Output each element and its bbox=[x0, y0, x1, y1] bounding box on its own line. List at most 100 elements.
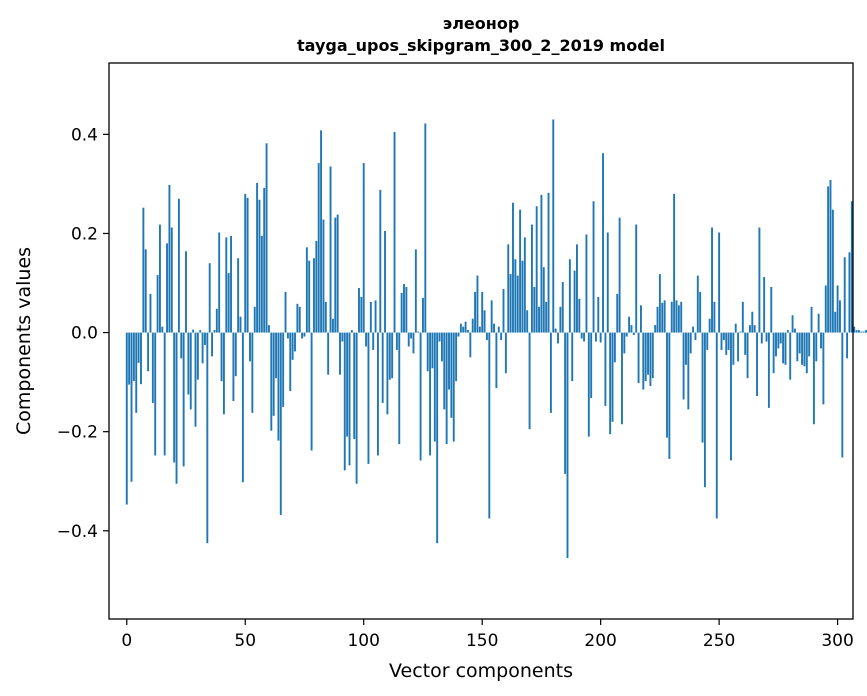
bar bbox=[249, 332, 251, 362]
bar bbox=[611, 332, 614, 422]
bar bbox=[213, 330, 216, 333]
bar bbox=[372, 332, 375, 350]
bar bbox=[630, 325, 633, 333]
y-tick-label: −0.2 bbox=[57, 423, 98, 443]
bar bbox=[632, 332, 635, 336]
bar bbox=[275, 332, 277, 379]
bar bbox=[822, 332, 825, 405]
bar bbox=[448, 332, 450, 390]
bar bbox=[658, 274, 661, 333]
bar bbox=[500, 332, 503, 341]
bar bbox=[649, 332, 652, 387]
bar bbox=[376, 332, 379, 456]
bar bbox=[718, 232, 721, 333]
bar bbox=[808, 332, 811, 357]
bar bbox=[751, 311, 754, 333]
bar bbox=[817, 313, 820, 333]
bar bbox=[597, 296, 600, 333]
bar bbox=[805, 332, 808, 374]
bar bbox=[398, 332, 401, 445]
bar bbox=[502, 288, 505, 333]
bar bbox=[533, 286, 536, 333]
bar bbox=[234, 332, 237, 377]
bar bbox=[305, 247, 308, 333]
bar bbox=[730, 332, 732, 461]
bar bbox=[208, 263, 211, 333]
bar bbox=[687, 332, 690, 410]
bar bbox=[469, 332, 472, 358]
bar bbox=[689, 332, 692, 354]
bar bbox=[559, 306, 562, 333]
bar bbox=[412, 332, 415, 354]
bar bbox=[789, 332, 792, 380]
bar bbox=[156, 275, 159, 333]
bar bbox=[568, 259, 571, 333]
bar bbox=[180, 332, 183, 359]
bar bbox=[270, 332, 273, 431]
bar bbox=[514, 259, 517, 333]
bar bbox=[490, 300, 493, 333]
bar bbox=[609, 332, 612, 435]
bar bbox=[410, 332, 413, 339]
bar bbox=[336, 214, 339, 333]
bar bbox=[573, 270, 576, 333]
bar bbox=[267, 325, 270, 333]
bar bbox=[182, 332, 185, 467]
bar bbox=[756, 332, 758, 397]
bar bbox=[419, 332, 422, 461]
bar bbox=[497, 326, 500, 333]
bar bbox=[592, 201, 595, 333]
bar bbox=[360, 296, 363, 333]
bar bbox=[706, 332, 709, 350]
bar bbox=[194, 332, 197, 427]
bar bbox=[445, 332, 448, 445]
bar bbox=[405, 286, 408, 333]
bar bbox=[436, 332, 439, 544]
bar bbox=[327, 332, 330, 375]
bar bbox=[827, 186, 830, 333]
bar bbox=[158, 224, 161, 333]
bar bbox=[395, 332, 398, 350]
bar bbox=[196, 332, 199, 380]
bar bbox=[218, 232, 221, 333]
bar bbox=[424, 123, 427, 333]
bar bbox=[538, 306, 540, 333]
y-tick-label: 0.2 bbox=[71, 224, 98, 244]
bar bbox=[296, 303, 299, 333]
bar bbox=[557, 332, 559, 344]
bar bbox=[391, 332, 394, 379]
bar bbox=[606, 232, 609, 333]
bar bbox=[298, 306, 301, 333]
bar bbox=[301, 332, 304, 339]
bar-series bbox=[125, 119, 867, 559]
bar bbox=[471, 318, 474, 333]
bar bbox=[841, 332, 844, 458]
bar bbox=[478, 326, 481, 333]
bar bbox=[177, 198, 180, 333]
bar bbox=[260, 235, 263, 333]
bar bbox=[519, 209, 522, 333]
bar bbox=[504, 332, 507, 374]
bar bbox=[746, 332, 749, 379]
bar bbox=[528, 332, 531, 430]
bar bbox=[692, 326, 695, 333]
bar bbox=[334, 217, 337, 333]
bar bbox=[625, 332, 628, 337]
bar bbox=[554, 328, 557, 333]
bar bbox=[488, 332, 491, 519]
bar bbox=[189, 332, 192, 410]
bar bbox=[542, 267, 545, 333]
bar bbox=[535, 206, 538, 333]
bar bbox=[846, 332, 849, 359]
bar bbox=[775, 332, 777, 357]
bar bbox=[848, 252, 851, 333]
bar bbox=[862, 331, 865, 333]
x-tick-label: 100 bbox=[347, 631, 379, 651]
bar bbox=[265, 143, 268, 333]
bar bbox=[623, 332, 626, 354]
bar bbox=[839, 300, 841, 333]
bar bbox=[474, 291, 477, 333]
bar bbox=[329, 166, 332, 333]
bar bbox=[628, 316, 631, 333]
